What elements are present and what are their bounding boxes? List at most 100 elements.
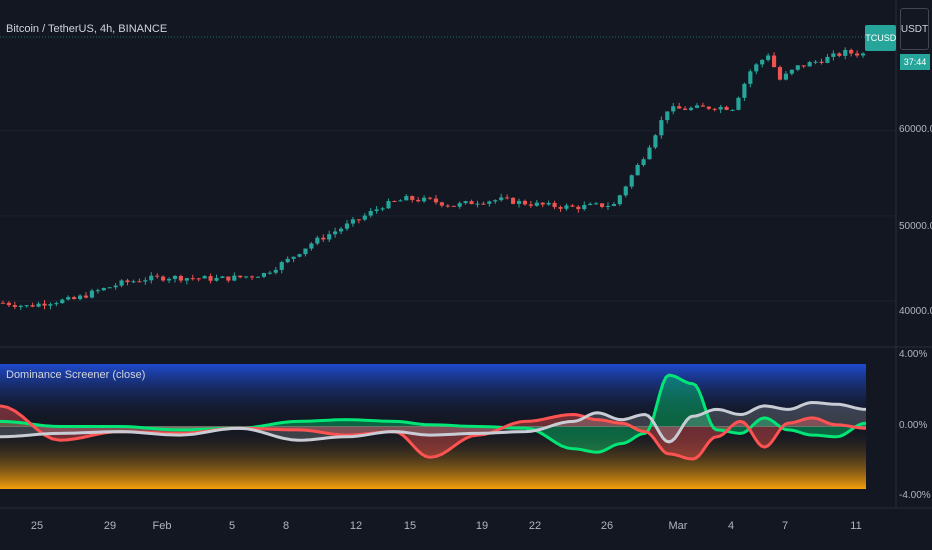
date-tick: Mar xyxy=(668,520,688,532)
candle-body xyxy=(564,205,569,209)
candle-body xyxy=(623,186,628,196)
symbol-title[interactable]: Bitcoin / TetherUS, 4h, BINANCE xyxy=(6,23,168,35)
candle-body xyxy=(77,295,83,300)
price-tick-60000: 60000.00 xyxy=(899,124,932,135)
candle-body xyxy=(374,209,379,211)
candle-body xyxy=(380,208,385,210)
price-tick-40000: 40000.00 xyxy=(899,306,932,317)
candle-body xyxy=(760,59,765,65)
candle-body xyxy=(208,276,213,281)
candle-body xyxy=(244,276,249,278)
date-tick: 11 xyxy=(850,520,862,532)
candle-body xyxy=(671,106,676,112)
candle-body xyxy=(398,200,403,202)
candle-body xyxy=(635,165,640,176)
indicator-title[interactable]: Dominance Screener (close) xyxy=(6,369,146,381)
candle-body xyxy=(742,83,747,98)
candle-body xyxy=(315,237,320,244)
candle-body xyxy=(166,278,172,281)
candle-body xyxy=(113,285,118,288)
candle-body xyxy=(6,302,11,306)
candle-body xyxy=(748,71,753,84)
candle-body xyxy=(60,299,65,304)
candle-body xyxy=(617,195,622,205)
candle-body xyxy=(107,287,112,289)
candle-body xyxy=(463,201,468,204)
candle-body xyxy=(528,204,533,206)
candle-body xyxy=(72,297,77,300)
date-tick: 4 xyxy=(727,520,735,532)
candle-body xyxy=(66,297,71,300)
date-tick: Feb xyxy=(152,520,172,532)
candle-body xyxy=(161,276,166,281)
candle-body xyxy=(813,61,818,63)
candle-body xyxy=(647,147,652,160)
candle-body xyxy=(297,254,302,257)
candle-body xyxy=(54,303,59,305)
candle-body xyxy=(178,275,183,281)
candle-body xyxy=(238,275,243,278)
candle-body xyxy=(149,275,154,281)
candle-body xyxy=(700,105,705,107)
candle-body xyxy=(30,305,35,307)
candle-body xyxy=(558,207,563,209)
candle-body xyxy=(594,203,599,205)
candle-body xyxy=(451,205,456,207)
candle-body xyxy=(137,281,142,283)
candle-body xyxy=(777,67,783,80)
indicator-tick-zero: 0.00% xyxy=(899,420,928,431)
candle-body xyxy=(718,106,723,110)
candle-body xyxy=(783,73,789,80)
date-tick: 25 xyxy=(30,520,44,532)
candle-body xyxy=(771,55,777,68)
candle-body xyxy=(255,276,261,278)
indicator-series-line-2 xyxy=(0,401,867,444)
candle-body xyxy=(831,53,836,57)
candle-body xyxy=(546,202,551,205)
indicator-area-0 xyxy=(0,375,866,453)
candle-body xyxy=(605,206,611,208)
candle-body xyxy=(321,237,326,240)
candle-body xyxy=(190,278,195,280)
candle-body xyxy=(629,175,634,187)
candle-body xyxy=(510,197,516,204)
candle-body xyxy=(368,210,373,216)
candle-body xyxy=(849,49,854,54)
candle-body xyxy=(356,219,361,221)
candle-body xyxy=(706,106,711,109)
currency-button[interactable]: USDT xyxy=(900,8,929,50)
date-tick: 7 xyxy=(781,520,789,532)
candle-body xyxy=(303,248,308,255)
candle-body xyxy=(588,203,593,205)
candle-body xyxy=(582,204,587,210)
candle-body xyxy=(730,109,735,111)
bar-countdown: 37:44 xyxy=(900,54,930,70)
candle-body xyxy=(196,278,201,280)
candle-body xyxy=(653,135,658,148)
candle-body xyxy=(659,120,664,136)
candle-body xyxy=(338,228,344,232)
date-tick: 12 xyxy=(349,520,363,532)
candle-body xyxy=(724,106,729,110)
candle-body xyxy=(202,276,207,279)
candle-body xyxy=(754,64,759,72)
candle-body xyxy=(273,269,278,273)
grid-lines xyxy=(0,130,896,302)
candle-body xyxy=(552,202,557,208)
candle-body xyxy=(95,290,100,292)
candle-body xyxy=(576,206,581,210)
date-tick: 26 xyxy=(600,520,614,532)
indicator-layer xyxy=(0,373,867,461)
date-tick: 15 xyxy=(403,520,417,532)
candle-body xyxy=(250,276,255,278)
candle-body xyxy=(694,105,700,108)
candle-body xyxy=(48,304,53,306)
candle-body xyxy=(344,223,350,229)
indicator-area-1 xyxy=(0,405,866,459)
date-tick: 5 xyxy=(228,520,236,532)
candle-body xyxy=(819,61,824,63)
candle-body xyxy=(599,203,605,207)
candle-body xyxy=(36,303,41,307)
candle-body xyxy=(416,199,421,202)
